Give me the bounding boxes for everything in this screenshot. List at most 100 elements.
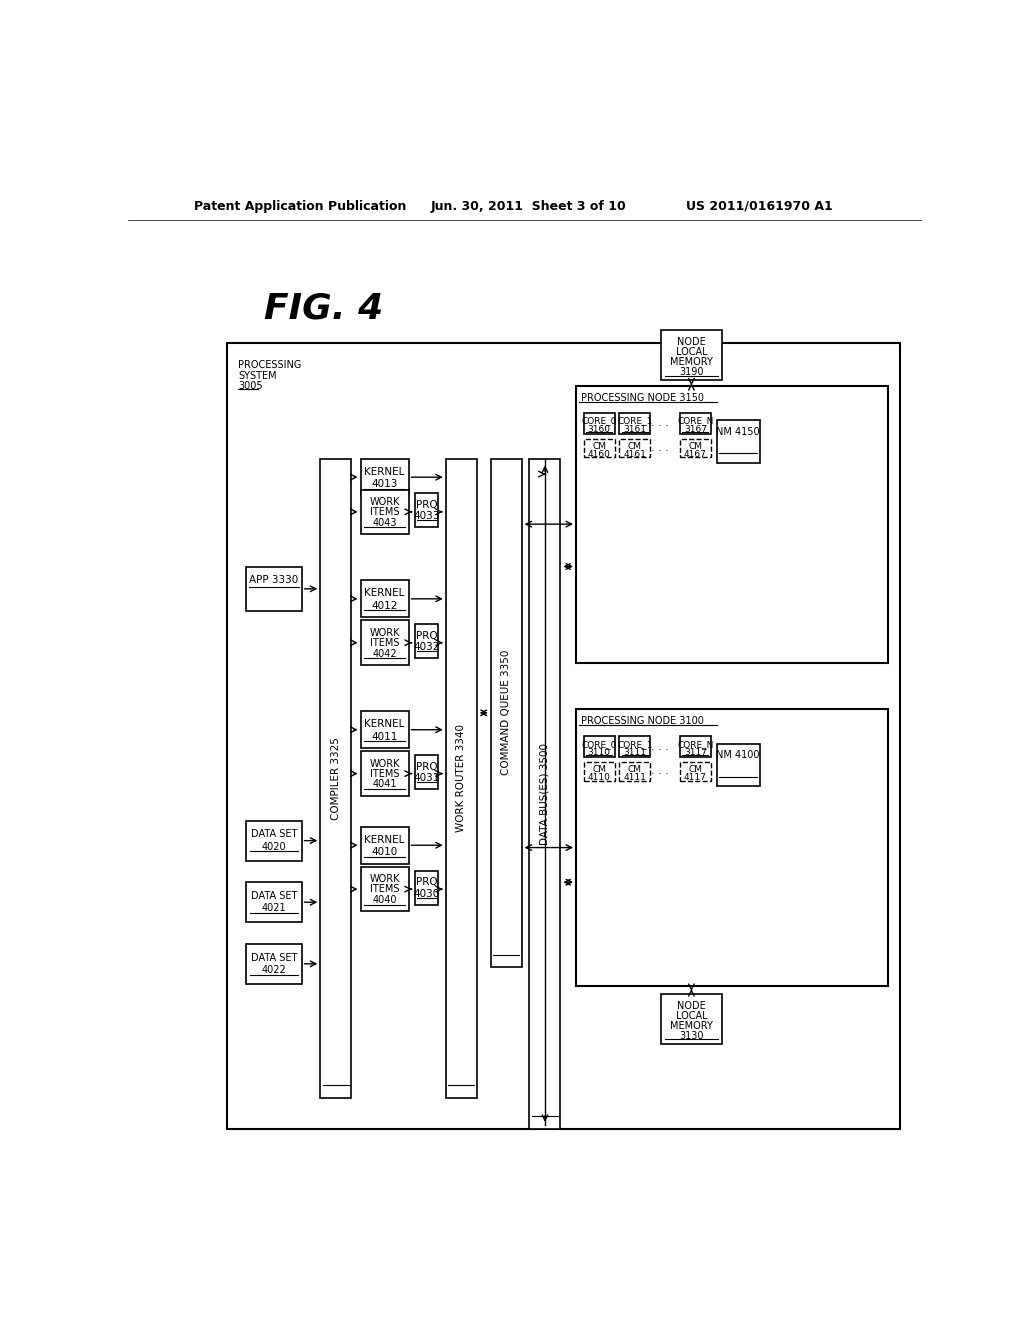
Text: NM 4100: NM 4100: [716, 750, 760, 760]
Text: 4020: 4020: [261, 842, 286, 851]
Text: 4117: 4117: [684, 774, 707, 781]
Text: 4167: 4167: [684, 450, 707, 458]
Text: PROCESSING NODE 3150: PROCESSING NODE 3150: [581, 393, 703, 403]
Bar: [584, 413, 614, 434]
Text: APP 3330: APP 3330: [249, 576, 298, 585]
Text: KERNEL: KERNEL: [365, 834, 404, 845]
Text: DATA SET: DATA SET: [251, 829, 297, 840]
Text: 3005: 3005: [238, 381, 263, 391]
Text: PRQ: PRQ: [416, 762, 437, 772]
Text: 4160: 4160: [588, 450, 610, 458]
Text: ITEMS: ITEMS: [370, 507, 399, 517]
Text: NODE: NODE: [677, 1001, 706, 1011]
Text: CM: CM: [592, 442, 606, 451]
Bar: [360, 490, 409, 535]
Text: CM: CM: [592, 766, 606, 775]
Bar: [445, 459, 477, 1098]
Bar: [662, 994, 722, 1044]
Text: CM: CM: [688, 766, 702, 775]
Bar: [360, 711, 409, 748]
Text: 4110: 4110: [588, 774, 610, 781]
Text: CORE_1: CORE_1: [617, 741, 652, 748]
Text: LOCAL: LOCAL: [676, 1011, 708, 1022]
Text: WORK: WORK: [370, 874, 399, 884]
Text: NM 4150: NM 4150: [716, 426, 760, 437]
Text: 3190: 3190: [679, 367, 703, 378]
Bar: [620, 762, 650, 780]
Text: ITEMS: ITEMS: [370, 884, 399, 894]
Text: 4030: 4030: [414, 888, 439, 899]
Text: PRQ: PRQ: [416, 878, 437, 887]
Bar: [620, 438, 650, 457]
Bar: [227, 343, 900, 1129]
Text: CORE_0: CORE_0: [582, 417, 616, 425]
Text: 3161: 3161: [624, 425, 646, 434]
Bar: [680, 737, 711, 758]
Text: WORK: WORK: [370, 759, 399, 768]
Text: 3130: 3130: [679, 1031, 703, 1041]
Text: DATA BUS(ES) 3500: DATA BUS(ES) 3500: [540, 743, 550, 845]
Text: 4010: 4010: [372, 847, 397, 857]
Text: 4032: 4032: [414, 643, 439, 652]
Text: CORE_0: CORE_0: [582, 741, 616, 748]
Bar: [680, 413, 711, 434]
Bar: [584, 438, 614, 457]
Bar: [321, 459, 351, 1098]
Text: 4161: 4161: [624, 450, 646, 458]
Text: LOCAL: LOCAL: [676, 347, 708, 358]
Text: CM: CM: [628, 766, 642, 775]
Text: KERNEL: KERNEL: [365, 467, 404, 477]
Text: . . .: . . .: [651, 444, 670, 453]
Text: PRQ: PRQ: [416, 631, 437, 640]
Text: SYSTEM: SYSTEM: [238, 371, 276, 380]
Text: 4031: 4031: [414, 774, 439, 783]
Bar: [680, 762, 711, 780]
Text: 4013: 4013: [372, 479, 397, 490]
Text: CORE_N: CORE_N: [677, 417, 714, 425]
Text: CM: CM: [688, 442, 702, 451]
Text: WORK: WORK: [370, 496, 399, 507]
Bar: [662, 330, 722, 380]
Text: CORE_N: CORE_N: [677, 741, 714, 748]
Text: 3160: 3160: [588, 425, 610, 434]
Text: PROCESSING: PROCESSING: [238, 360, 301, 370]
Bar: [360, 826, 409, 863]
Text: 4040: 4040: [373, 895, 396, 906]
Text: CM: CM: [628, 442, 642, 451]
Text: NODE: NODE: [677, 338, 706, 347]
Bar: [680, 438, 711, 457]
Bar: [490, 459, 521, 966]
Bar: [360, 751, 409, 796]
Text: 4033: 4033: [414, 511, 439, 521]
Text: Jun. 30, 2011  Sheet 3 of 10: Jun. 30, 2011 Sheet 3 of 10: [430, 199, 626, 213]
Bar: [620, 413, 650, 434]
Bar: [584, 762, 614, 780]
Bar: [415, 624, 438, 659]
Text: WORK ROUTER 3340: WORK ROUTER 3340: [457, 725, 466, 832]
Bar: [246, 882, 302, 923]
Text: Patent Application Publication: Patent Application Publication: [194, 199, 407, 213]
Text: . . .: . . .: [651, 418, 670, 428]
Text: 4111: 4111: [624, 774, 646, 781]
Text: 4011: 4011: [372, 731, 397, 742]
Text: WORK: WORK: [370, 628, 399, 638]
Text: COMMAND QUEUE 3350: COMMAND QUEUE 3350: [501, 651, 511, 775]
Bar: [575, 709, 888, 986]
Bar: [246, 566, 302, 611]
Bar: [415, 494, 438, 527]
Text: . . .: . . .: [651, 742, 670, 751]
Bar: [360, 620, 409, 665]
Text: 3117: 3117: [684, 748, 707, 758]
Text: KERNEL: KERNEL: [365, 589, 404, 598]
Bar: [360, 581, 409, 618]
Text: COMPILER 3325: COMPILER 3325: [331, 737, 341, 820]
Text: ITEMS: ITEMS: [370, 638, 399, 648]
Text: 3111: 3111: [624, 748, 646, 758]
Text: CORE_1: CORE_1: [617, 417, 652, 425]
Bar: [415, 755, 438, 789]
Text: 4021: 4021: [261, 903, 286, 913]
Bar: [529, 459, 560, 1129]
Bar: [620, 737, 650, 758]
Bar: [584, 737, 614, 758]
Bar: [246, 944, 302, 983]
